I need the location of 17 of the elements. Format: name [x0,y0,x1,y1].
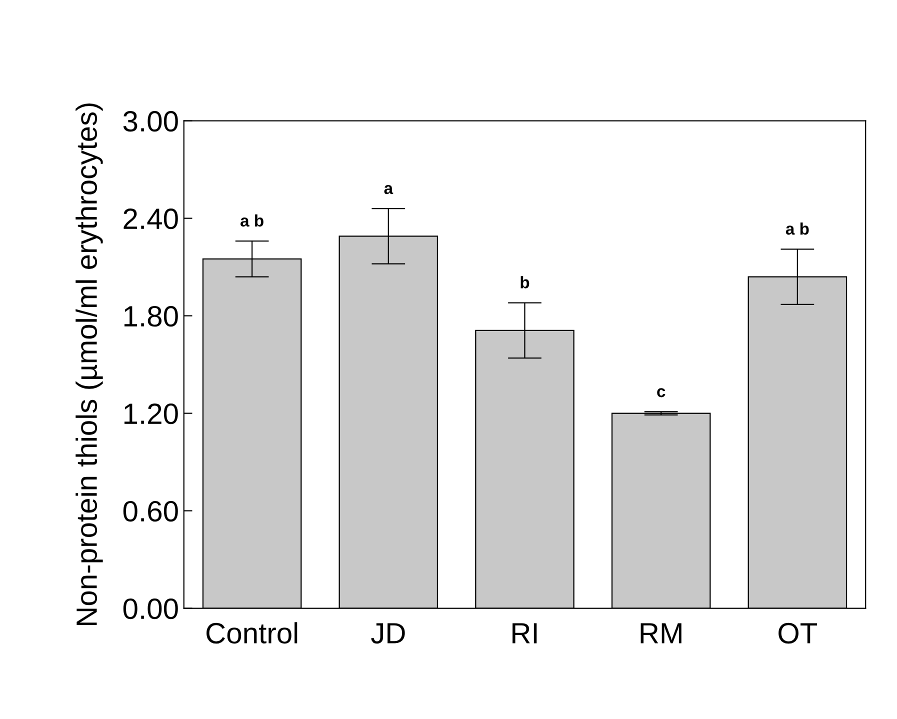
annotation: c [657,388,666,398]
annotation: b [520,276,530,288]
x-tick-label: OT [778,622,818,644]
y-tick-label: 0.60 [123,500,178,522]
x-tick-label: Control [206,622,298,644]
y-tick-label: 2.40 [124,208,178,230]
y-tick-label: 1.20 [124,403,178,424]
x-tick-label: JD [371,623,405,644]
annotation: a [384,185,394,194]
annotation: a b [786,222,809,235]
x-tick-label: RM [640,623,682,644]
y-tick-label: 0.00 [123,598,178,620]
y-axis-title: Non-protein thiols (µmol/ml erythrocytes) [76,103,103,626]
y-tick-label: 3.00 [123,110,178,132]
y-tick-label: 1.80 [124,306,178,327]
x-tick-label: RI [512,623,537,644]
annotation: a b [240,214,264,227]
